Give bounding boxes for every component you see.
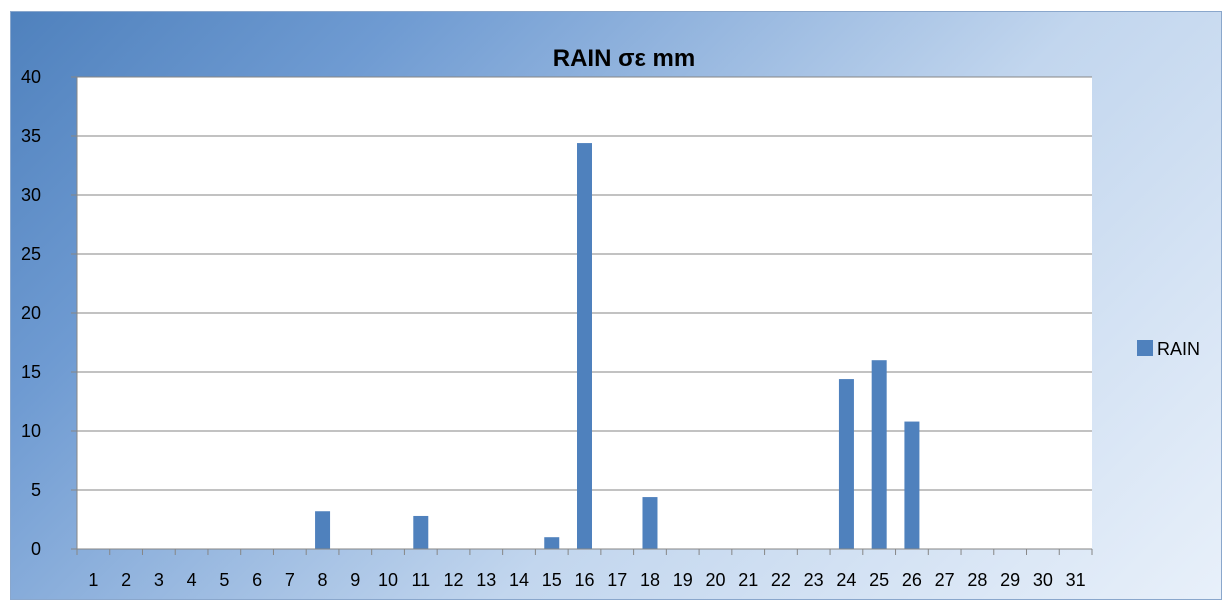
x-tick-label: 31 [1066, 570, 1086, 590]
y-tick-label: 35 [21, 126, 41, 146]
x-tick-label: 5 [219, 570, 229, 590]
y-tick-label: 20 [21, 303, 41, 323]
x-tick-label: 25 [869, 570, 889, 590]
x-tick-label: 24 [836, 570, 856, 590]
y-tick-labels: 0 5 10 15 20 25 30 35 40 [21, 67, 41, 559]
x-tick-label: 15 [542, 570, 562, 590]
bar [838, 379, 854, 549]
x-tick-label: 26 [902, 570, 922, 590]
bar [315, 511, 331, 549]
x-tick-label: 7 [285, 570, 295, 590]
x-tick-label: 17 [607, 570, 627, 590]
x-tick-label: 19 [673, 570, 693, 590]
bars [315, 143, 920, 549]
x-tick-label: 16 [574, 570, 594, 590]
y-tick-label: 10 [21, 421, 41, 441]
x-tick-label: 3 [154, 570, 164, 590]
x-tick-label: 13 [476, 570, 496, 590]
x-tick-labels: 1 2 3 4 5 6 7 8 9 10 11 12 13 14 15 16 17 18 19 20 21 22 23 24 2… [88, 570, 1085, 590]
x-tick-label: 28 [967, 570, 987, 590]
x-tick-label: 9 [350, 570, 360, 590]
legend-swatch [1137, 340, 1153, 356]
x-tick-label: 11 [411, 570, 430, 590]
x-tick-label: 2 [121, 570, 131, 590]
y-tick-label: 0 [31, 539, 41, 559]
bar [577, 143, 592, 549]
y-tick-label: 30 [21, 185, 41, 205]
x-tick-label: 22 [771, 570, 791, 590]
x-tick-label: 23 [804, 570, 824, 590]
x-tick-label: 12 [444, 570, 464, 590]
x-tick-label: 14 [509, 570, 529, 590]
chart-title: RAIN σε mm [553, 45, 696, 72]
x-tick-label: 21 [738, 570, 758, 590]
axes [76, 77, 1093, 555]
y-tick-label: 40 [21, 67, 41, 87]
x-tick-label: 20 [705, 570, 725, 590]
bar [544, 537, 560, 549]
x-tick-label: 29 [1000, 570, 1020, 590]
x-tick-label: 27 [935, 570, 955, 590]
bar [413, 515, 429, 549]
y-tick-label: 25 [21, 244, 41, 264]
x-tick-label: 8 [318, 570, 328, 590]
x-tick-label: 6 [252, 570, 262, 590]
bar [904, 421, 920, 549]
legend-label: RAIN [1157, 339, 1200, 359]
y-tick-label: 15 [21, 362, 41, 382]
x-tick-label: 10 [378, 570, 398, 590]
x-tick-label: 4 [187, 570, 197, 590]
x-tick-label: 18 [640, 570, 660, 590]
bar [642, 497, 658, 549]
legend: RAIN [1137, 339, 1200, 359]
x-tick-label: 30 [1033, 570, 1053, 590]
bar [871, 360, 887, 549]
y-tick-label: 5 [31, 480, 41, 500]
x-tick-label: 1 [88, 570, 98, 590]
